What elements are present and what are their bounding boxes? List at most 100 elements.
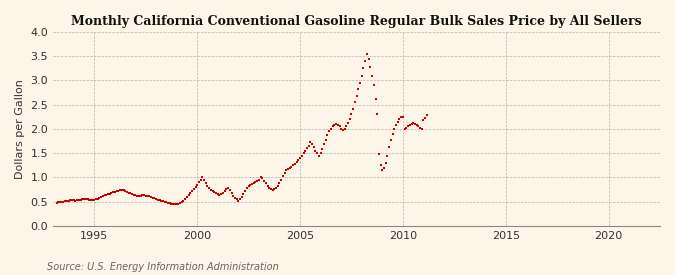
Point (334, 124, 345, 129)
Point (341, 124, 352, 129)
Point (381, 161, 392, 165)
Point (414, 126, 425, 130)
Point (290, 162, 300, 166)
Point (271, 186, 281, 190)
Point (373, 152, 384, 156)
Point (128, 193, 139, 197)
Point (138, 193, 149, 197)
Point (197, 175, 208, 180)
Point (61, 199, 72, 203)
Point (305, 140, 316, 145)
Point (413, 124, 424, 129)
Point (286, 164, 297, 169)
Point (55, 200, 65, 204)
Point (281, 168, 292, 172)
Point (89, 197, 100, 202)
Point (392, 119, 403, 124)
Point (80, 197, 91, 201)
Point (354, 81, 365, 85)
Point (399, 127, 410, 131)
Point (161, 200, 171, 204)
Point (178, 199, 189, 203)
Point (217, 191, 228, 195)
Point (291, 160, 302, 164)
Point (209, 190, 219, 194)
Point (90, 197, 101, 201)
Point (126, 192, 137, 197)
Point (246, 182, 257, 186)
Point (383, 145, 394, 150)
Point (84, 197, 95, 202)
Point (379, 166, 389, 170)
Point (175, 201, 186, 205)
Point (70, 199, 81, 203)
Point (262, 184, 273, 188)
Title: Monthly California Conventional Gasoline Regular Bulk Sales Price by All Sellers: Monthly California Conventional Gasoline… (72, 15, 642, 28)
Point (137, 193, 148, 197)
Point (185, 191, 196, 195)
Point (308, 145, 319, 150)
Point (335, 127, 346, 131)
Point (92, 197, 103, 201)
Point (294, 156, 305, 160)
Point (360, 59, 371, 63)
Point (302, 146, 313, 150)
Point (303, 144, 314, 148)
Point (159, 199, 170, 204)
Point (96, 195, 107, 199)
Point (113, 189, 124, 193)
Point (116, 188, 127, 192)
Point (257, 176, 268, 181)
Point (53, 200, 63, 204)
Point (418, 118, 429, 122)
Point (264, 186, 275, 190)
Point (180, 197, 190, 201)
Point (144, 194, 155, 199)
Point (72, 198, 82, 202)
Point (369, 83, 379, 87)
Point (317, 147, 327, 152)
Point (135, 194, 146, 198)
Point (86, 197, 97, 202)
Point (74, 198, 84, 202)
Point (243, 184, 254, 188)
Point (259, 179, 269, 183)
Point (420, 116, 431, 120)
Point (329, 123, 340, 127)
Point (394, 117, 405, 122)
Point (194, 180, 205, 185)
Point (206, 187, 217, 192)
Point (157, 199, 168, 203)
Point (406, 122, 417, 126)
Point (111, 189, 122, 194)
Point (211, 191, 221, 195)
Point (353, 87, 364, 91)
Point (315, 151, 326, 155)
Point (87, 198, 98, 202)
Point (75, 197, 86, 202)
Point (296, 153, 307, 158)
Point (67, 198, 78, 202)
Text: Source: U.S. Energy Information Administration: Source: U.S. Energy Information Administ… (47, 262, 279, 272)
Point (389, 127, 400, 131)
Point (58, 199, 69, 204)
Point (367, 73, 377, 78)
Point (124, 191, 134, 195)
Point (416, 127, 427, 131)
Point (233, 199, 244, 203)
Point (410, 122, 421, 126)
Point (224, 188, 235, 192)
Point (252, 179, 263, 183)
Point (59, 199, 70, 203)
Point (232, 197, 242, 201)
Point (167, 201, 178, 206)
Point (153, 197, 163, 202)
Point (77, 197, 88, 201)
Point (78, 197, 89, 201)
Point (351, 94, 362, 98)
Point (186, 189, 197, 193)
Point (240, 189, 250, 193)
Point (408, 121, 418, 125)
Point (101, 193, 111, 197)
Point (398, 115, 408, 119)
